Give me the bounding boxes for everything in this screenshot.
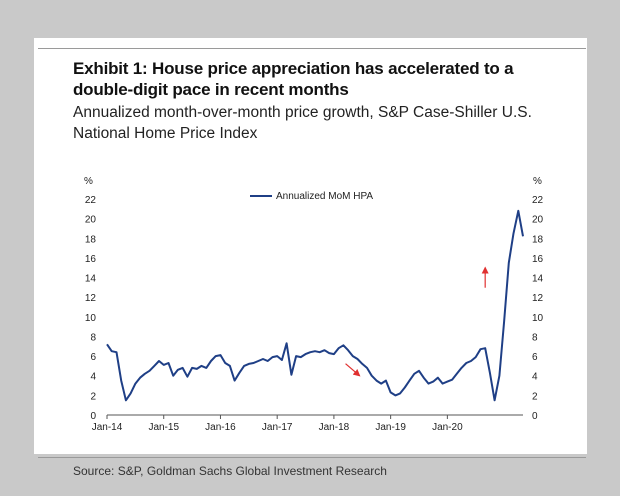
y-tick-label-right: 22 [532, 195, 544, 206]
exhibit-title: Exhibit 1: House price appreciation has … [73, 59, 514, 99]
exhibit-card [34, 38, 587, 454]
y-tick-label-right: 4 [532, 372, 538, 383]
y-tick-label-left: 18 [85, 234, 97, 245]
series-line-annualized-mom-hpa [106, 209, 524, 402]
y-tick-label-left: 22 [85, 195, 97, 206]
y-tick-label-left: 4 [90, 372, 96, 383]
series-layer [106, 209, 524, 402]
y-tick-label-left: 6 [90, 352, 96, 363]
y-tick-label-right: 8 [532, 332, 538, 343]
y-tick-label-right: 12 [532, 293, 544, 304]
annotations [345, 266, 489, 377]
legend: Annualized MoM HPA [250, 191, 373, 202]
x-tick-label: Jan-15 [148, 422, 179, 433]
y-tick-label-left: 10 [85, 313, 97, 324]
exhibit-subtitle: Annualized month-over-month price growth… [73, 104, 532, 142]
y-axis-unit-right: % [533, 176, 542, 187]
y-tick-label-right: 16 [532, 254, 544, 265]
y-tick-label-right: 18 [532, 234, 544, 245]
annotation-arrow [345, 363, 361, 377]
bottom-rule [38, 457, 586, 458]
x-tick-label: Jan-18 [319, 422, 350, 433]
y-tick-label-left: 14 [85, 274, 97, 285]
top-rule [38, 48, 586, 49]
y-tick-label-right: 2 [532, 391, 538, 402]
y-tick-label-left: 2 [90, 391, 96, 402]
x-tick-label: Jan-19 [375, 422, 406, 433]
y-tick-label-left: 16 [85, 254, 97, 265]
y-tick-label-right: 0 [532, 411, 538, 422]
x-tick-label: Jan-17 [262, 422, 293, 433]
legend-label: Annualized MoM HPA [276, 191, 373, 202]
x-tick-label: Jan-20 [432, 422, 463, 433]
source-note: Source: S&P, Goldman Sachs Global Invest… [73, 464, 387, 478]
y-tick-label-right: 20 [532, 215, 544, 226]
x-tick-label: Jan-14 [92, 422, 123, 433]
y-tick-label-left: 8 [90, 332, 96, 343]
y-tick-label-right: 6 [532, 352, 538, 363]
y-tick-label-left: 20 [85, 215, 97, 226]
y-axis-unit-left: % [84, 176, 93, 187]
y-tick-label-left: 0 [90, 411, 96, 422]
y-tick-label-right: 14 [532, 274, 544, 285]
y-tick-label-left: 12 [85, 293, 97, 304]
x-tick-label: Jan-16 [205, 422, 236, 433]
y-tick-label-right: 10 [532, 313, 544, 324]
